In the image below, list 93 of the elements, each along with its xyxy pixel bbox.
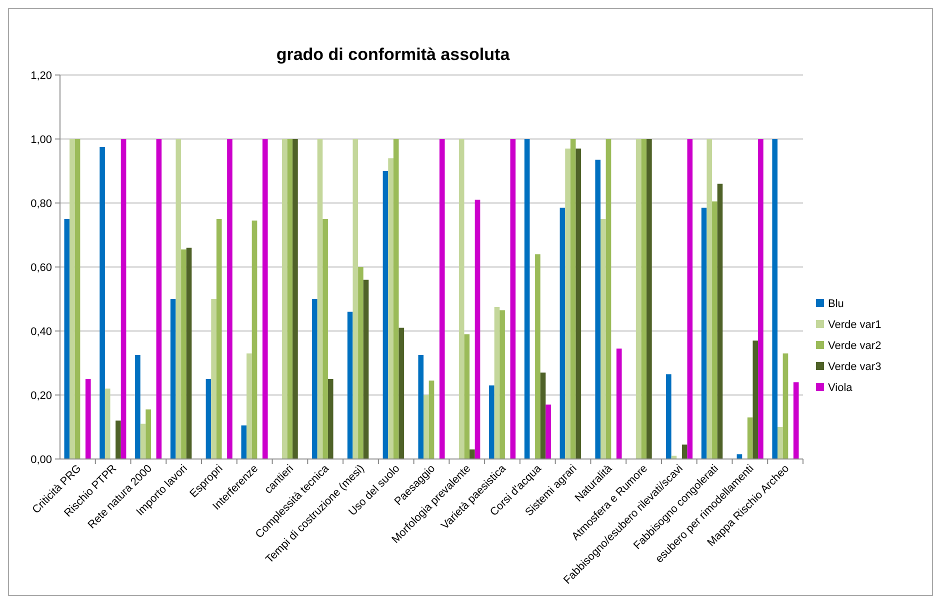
bar — [135, 355, 140, 459]
bar — [616, 348, 622, 459]
y-tick-label: 0,60 — [30, 262, 52, 274]
bar — [424, 395, 429, 459]
bar — [206, 379, 212, 459]
bar — [646, 139, 652, 459]
bar — [186, 248, 192, 459]
bar — [85, 379, 91, 459]
bar — [439, 139, 445, 459]
bar — [687, 139, 693, 459]
bar — [418, 355, 424, 459]
bar — [636, 139, 642, 459]
bar — [287, 139, 293, 459]
bar — [494, 307, 500, 459]
chart-title: grado di conformità assoluta — [276, 45, 510, 64]
bar — [104, 388, 110, 459]
bar — [510, 139, 516, 459]
bar — [540, 372, 546, 459]
bar — [464, 334, 470, 459]
legend-label: Verde var1 — [828, 319, 882, 331]
y-tick-label: 1,00 — [30, 134, 52, 146]
y-tick-label: 1,20 — [30, 70, 52, 82]
bar — [641, 139, 647, 459]
bar — [64, 219, 70, 459]
bar — [317, 139, 323, 459]
bar — [458, 139, 464, 459]
bar — [312, 299, 318, 459]
bar — [74, 139, 80, 459]
bar — [489, 385, 494, 459]
bar — [500, 310, 505, 459]
bar — [706, 139, 712, 459]
bar — [712, 201, 718, 459]
bar — [252, 220, 258, 459]
bar — [352, 139, 358, 459]
bar — [546, 404, 551, 459]
bar — [595, 160, 601, 459]
bar — [120, 139, 126, 459]
y-tick-label: 0,20 — [30, 390, 52, 402]
bar — [782, 353, 788, 459]
bar — [140, 424, 146, 459]
bar — [535, 254, 540, 459]
bar — [717, 184, 723, 459]
bar — [170, 299, 176, 459]
bar — [747, 417, 753, 459]
legend-label: Verde var2 — [828, 340, 882, 352]
bar — [752, 340, 758, 459]
bar — [116, 420, 121, 459]
y-tick-label: 0,00 — [30, 454, 52, 466]
bar — [474, 200, 480, 459]
bar — [666, 374, 672, 459]
bar — [176, 139, 182, 459]
bar — [358, 267, 364, 459]
bar — [382, 171, 388, 459]
legend-label: Blu — [828, 298, 844, 310]
bar — [393, 139, 399, 459]
y-tick-label: 0,40 — [30, 326, 52, 338]
bar — [758, 139, 764, 459]
bar — [328, 379, 334, 459]
bar — [146, 409, 151, 459]
bar — [363, 280, 369, 459]
bar — [470, 449, 475, 459]
bar — [793, 382, 799, 459]
bar — [241, 425, 247, 459]
bar — [524, 139, 530, 459]
bar — [682, 444, 688, 459]
bar — [772, 139, 778, 459]
bar — [606, 139, 612, 459]
bar — [428, 380, 434, 459]
legend-label: Verde var3 — [828, 361, 882, 373]
bar — [211, 299, 216, 459]
bar — [388, 158, 394, 459]
bar — [181, 249, 186, 459]
bar — [227, 139, 232, 459]
bar — [570, 139, 576, 459]
bar — [246, 353, 252, 459]
legend-label: Viola — [828, 382, 854, 394]
bar — [292, 139, 298, 459]
y-tick-label: 0,80 — [30, 198, 52, 210]
bar — [322, 219, 328, 459]
bar — [347, 312, 353, 459]
bar — [262, 139, 268, 459]
bar — [70, 139, 75, 459]
bar — [156, 139, 162, 459]
bar — [100, 147, 105, 459]
bar — [600, 219, 606, 459]
bar — [282, 139, 288, 459]
bar — [398, 328, 404, 459]
bar — [701, 208, 707, 459]
bar — [565, 148, 570, 459]
bar — [576, 148, 582, 459]
bar — [778, 427, 783, 459]
bar — [216, 219, 222, 459]
bar — [560, 208, 566, 459]
